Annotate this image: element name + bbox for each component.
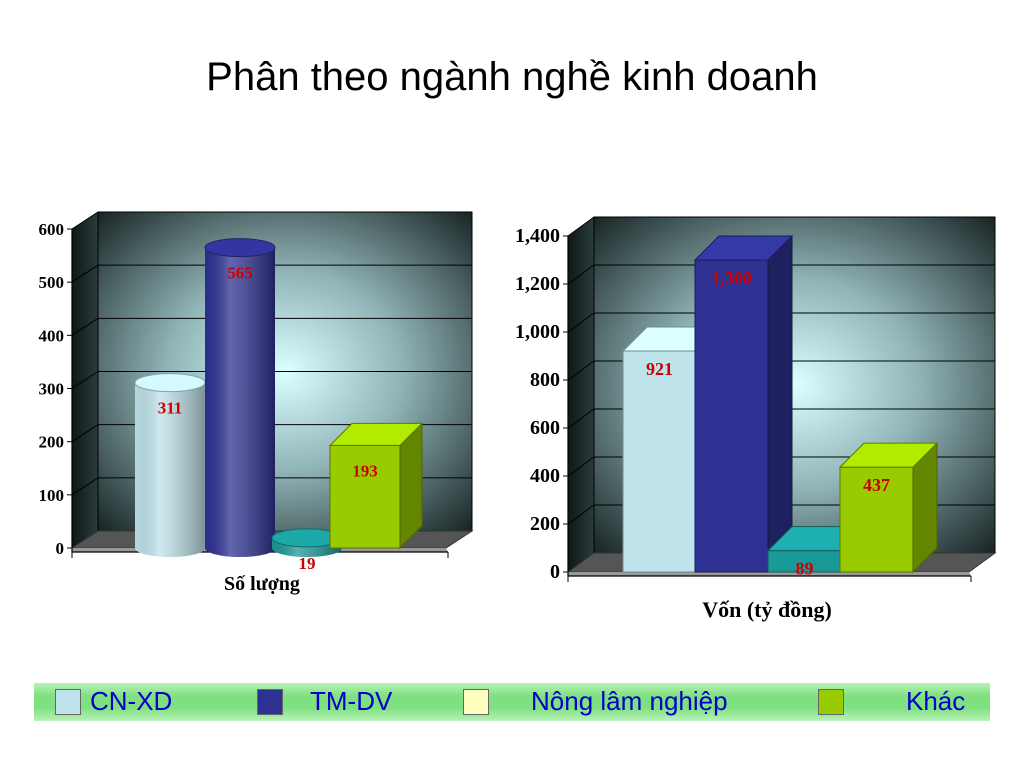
bar-khac-front xyxy=(839,466,914,573)
legend-swatch-khac xyxy=(818,689,844,715)
y-tick-label: 1,200 xyxy=(515,273,560,295)
y-tick-label: 500 xyxy=(39,273,65,292)
gridline-side xyxy=(71,264,99,283)
bar-cn-xd-top xyxy=(134,373,206,393)
gridline-side xyxy=(567,456,595,477)
y-tick-label: 200 xyxy=(530,513,560,535)
y-tick-label: 600 xyxy=(530,417,560,439)
data-label-khac: 437 xyxy=(863,475,890,495)
bar-khac xyxy=(838,441,939,574)
gridline-side xyxy=(71,424,99,443)
y-tick-label: 800 xyxy=(530,369,560,391)
bar-tm-dv-top xyxy=(693,235,794,261)
gridline-side xyxy=(567,264,595,285)
y-tick-label: 600 xyxy=(39,220,65,239)
bar-khac xyxy=(328,422,424,550)
legend-swatch-nong-lam-nghiep xyxy=(463,689,489,715)
bar-nong-lam-nghiep xyxy=(271,528,343,557)
legend-swatch-tm-dv xyxy=(257,689,283,715)
gridline-side xyxy=(567,312,595,333)
legend-swatch-cn-xd xyxy=(55,689,81,715)
data-label-khac: 193 xyxy=(352,461,378,480)
bar-khac-front xyxy=(329,444,401,549)
y-tick-label: 300 xyxy=(39,380,65,399)
y-tick-label: 1,400 xyxy=(515,225,560,247)
y-tick-label: 200 xyxy=(39,433,65,452)
data-label-tm-dv: 565 xyxy=(227,264,253,283)
bar-khac-top xyxy=(328,422,424,446)
gridline-side xyxy=(71,477,99,496)
side-wall xyxy=(568,217,594,572)
y-tick-label: 0 xyxy=(550,561,560,583)
gridline-side xyxy=(567,408,595,429)
gridline-side xyxy=(71,371,99,389)
data-label-nong-lam-nghiep: 19 xyxy=(299,554,316,573)
y-tick-label: 400 xyxy=(39,326,65,345)
gridline-side xyxy=(567,360,595,381)
data-label-tm-dv: 1,300 xyxy=(711,268,752,288)
bar-tm-dv xyxy=(693,234,794,574)
y-tick-label: 1,000 xyxy=(515,321,560,343)
bar-tm-dv-top xyxy=(204,238,276,258)
y-tick-label: 400 xyxy=(530,465,560,487)
bar-cn-xd-shade xyxy=(135,382,205,557)
bar-cn-xd xyxy=(134,373,206,557)
page-title: Phân theo ngành nghề kinh doanh xyxy=(206,55,818,99)
y-tick-label: 100 xyxy=(39,486,65,505)
bar-tm-dv-side xyxy=(767,234,793,574)
bar-tm-dv-front xyxy=(694,259,769,573)
data-label-cn-xd: 921 xyxy=(646,359,673,379)
data-label-cn-xd: 311 xyxy=(158,399,183,418)
legend-label-khac: Khác xyxy=(906,686,966,716)
bar-tm-dv xyxy=(204,238,276,557)
y-tick-label: 0 xyxy=(56,539,65,558)
legend-label-cn-xd: CN-XD xyxy=(90,686,173,716)
gridline-side xyxy=(71,317,99,336)
gridline-side xyxy=(567,504,595,525)
floor-edge xyxy=(568,572,971,576)
bar-cn-xd-front xyxy=(622,350,697,573)
legend-label-tm-dv: TM-DV xyxy=(310,686,393,716)
data-label-nong-lam-nghiep: 89 xyxy=(796,559,814,579)
bar-tm-dv-shade xyxy=(205,247,275,557)
chart-legend: CN-XD TM-DV Nông lâm nghiệp Khác xyxy=(34,683,990,721)
x-axis-label: Số lượng xyxy=(224,573,300,595)
gridline-side xyxy=(71,211,99,230)
legend-label-nong-lam-nghiep: Nông lâm nghiệp xyxy=(531,686,728,716)
x-axis-label: Vốn (tỷ đồng) xyxy=(702,597,832,622)
gridline-side xyxy=(567,216,595,237)
bar-khac-top xyxy=(838,442,939,468)
